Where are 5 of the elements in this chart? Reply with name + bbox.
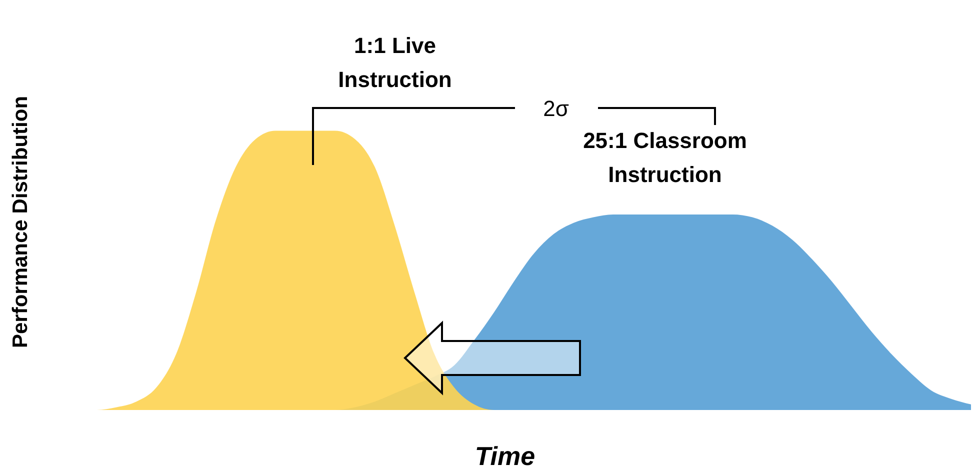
text: 2σ [543, 96, 570, 121]
y-axis-title: Performance Distribution [9, 96, 32, 348]
series-label: 1:1 Live Instruction [338, 33, 452, 92]
series-label: 25:1 Classroom Instruction [583, 128, 747, 187]
x-axis-title: Time [474, 441, 536, 471]
